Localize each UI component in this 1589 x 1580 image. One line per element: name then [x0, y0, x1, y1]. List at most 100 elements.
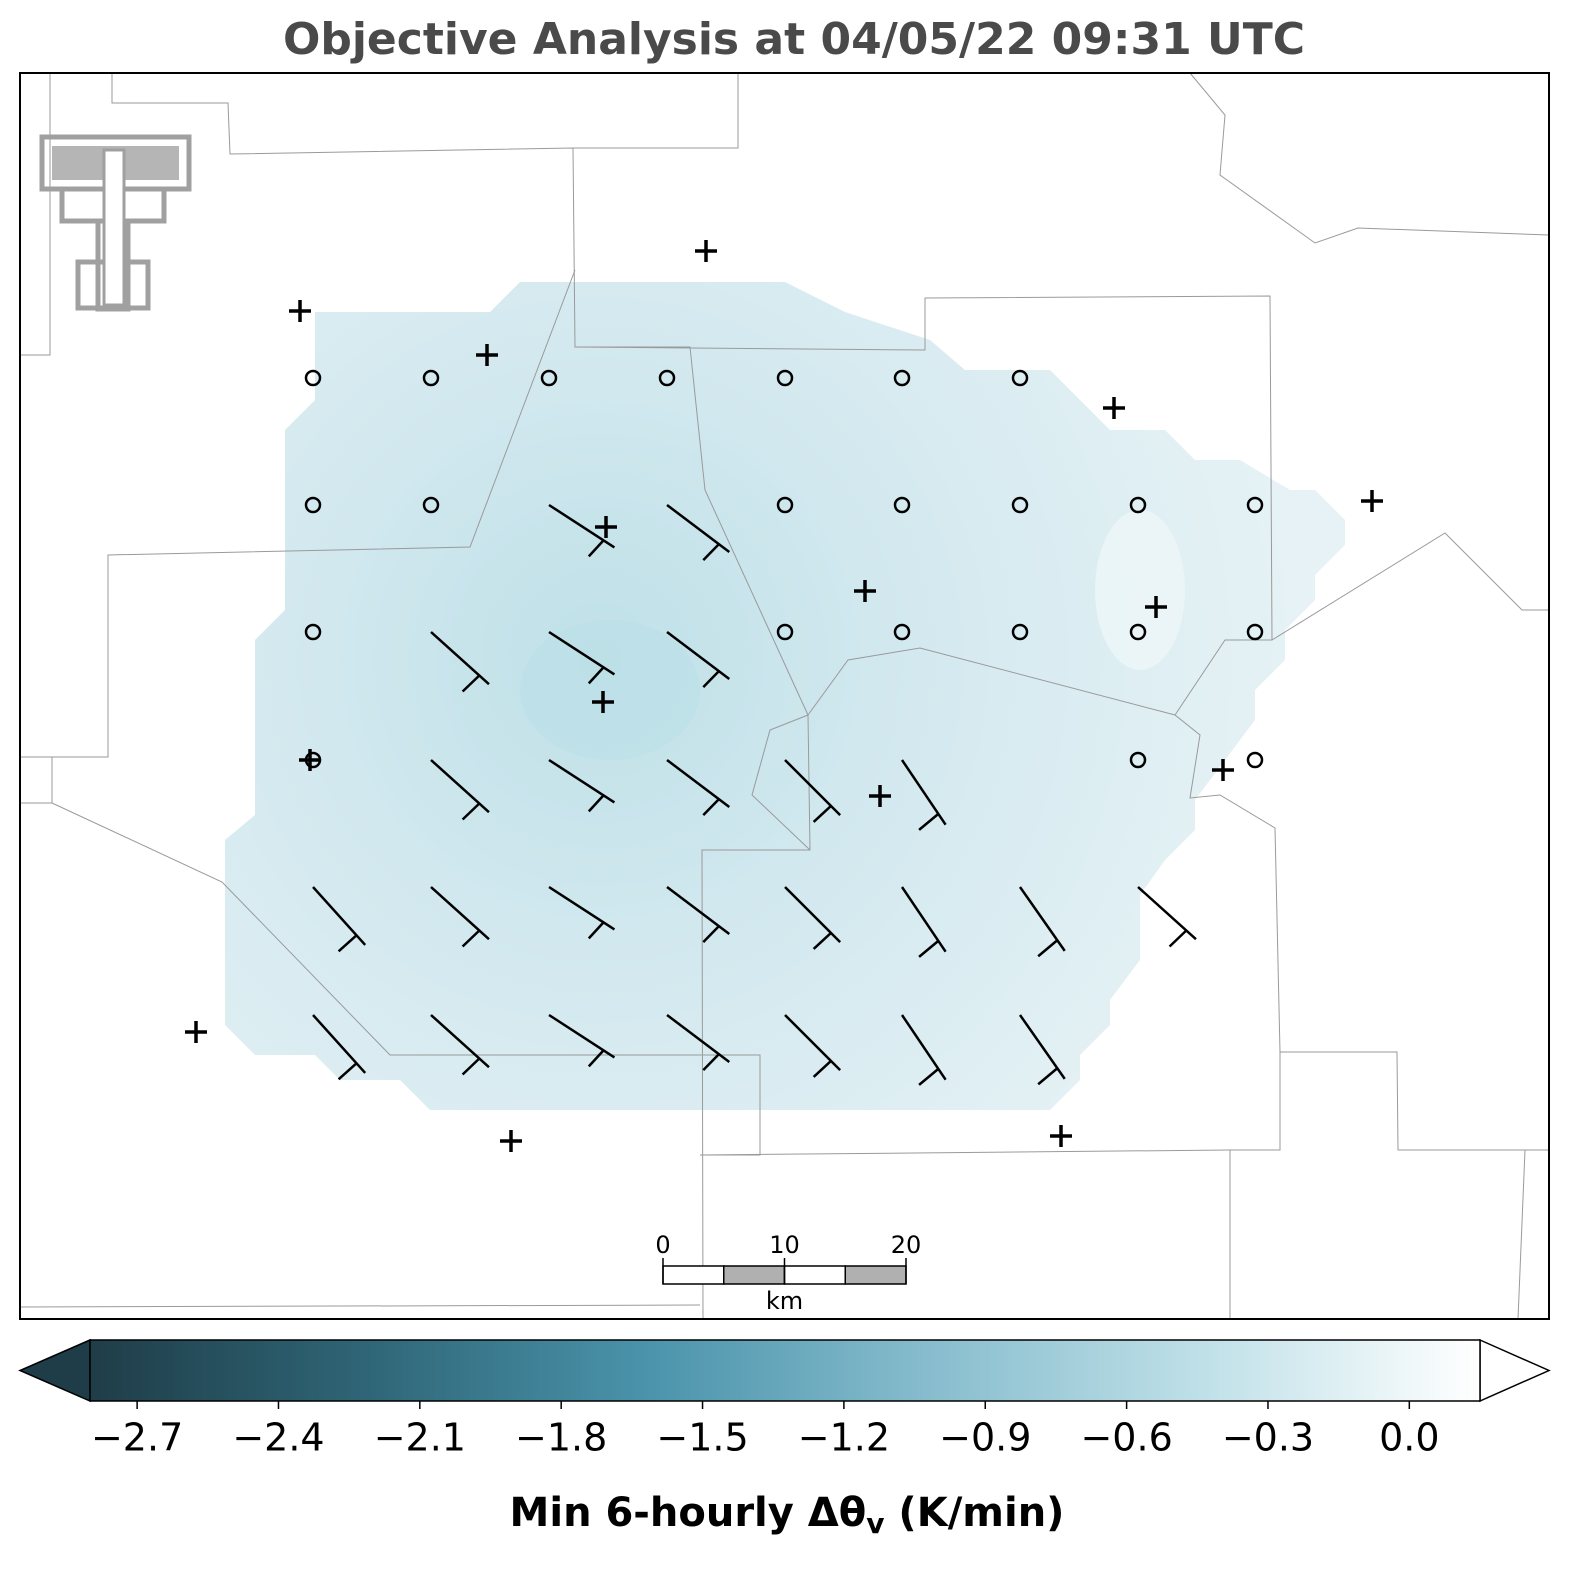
stations [185, 240, 1383, 1152]
logo [39, 134, 192, 312]
label-main: Min 6-hourly Δθ [510, 1490, 867, 1536]
map [19, 72, 1550, 1320]
station-missing [185, 1021, 207, 1043]
wind-barb [1137, 886, 1197, 941]
station-calm [1246, 496, 1264, 514]
colorbar: −2.7 −2.4 −2.1 −1.8 −1.5 −1.2 −0.9 −0.6 −0.3 0.0 [18, 1338, 1551, 1460]
station-calm [776, 623, 794, 641]
station-calm [1129, 751, 1147, 769]
station-missing [854, 580, 876, 602]
station-calm [893, 369, 911, 387]
barb-tick [1037, 939, 1059, 958]
barb-tick [918, 1067, 940, 1086]
barb-tick [461, 802, 481, 821]
barb-tick [587, 1049, 605, 1068]
station-missing [1103, 397, 1125, 419]
label-sub: v [866, 1507, 884, 1540]
station-missing [595, 516, 617, 538]
colorbar-tick-label: −0.9 [939, 1416, 1031, 1460]
station-calm [658, 369, 676, 387]
colorbar-tick-label: −2.1 [374, 1416, 466, 1460]
barb-tick [1037, 1067, 1059, 1086]
scale-tick-label: 10 [769, 1231, 800, 1259]
colorbar-extend-low [18, 1338, 91, 1403]
station-calm [1129, 623, 1147, 641]
barb-tick [812, 932, 832, 950]
scale-tick-label: 20 [891, 1231, 922, 1259]
station-calm [893, 623, 911, 641]
colorbar-label: Min 6-hourly Δθv (K/min) [510, 1490, 1065, 1540]
scale-bar: 0 10 20 km [655, 1231, 921, 1315]
colorbar-tick-label: −1.5 [656, 1416, 748, 1460]
wind-barb [430, 1014, 490, 1069]
barb-tick [918, 812, 940, 831]
station-calm [1246, 751, 1264, 769]
colorbar-body [89, 1339, 1481, 1402]
colorbar-extend-high [1479, 1338, 1551, 1403]
barb-tick [587, 539, 605, 558]
station-missing [869, 785, 891, 807]
title: Objective Analysis at 04/05/22 09:31 UTC [283, 14, 1305, 65]
station-missing [1212, 759, 1234, 781]
scale-segment [723, 1265, 786, 1285]
station-calm [1011, 496, 1029, 514]
map-frame [19, 72, 1550, 1320]
barb-tick [1168, 929, 1188, 948]
scale-segment [783, 1265, 846, 1285]
colorbar-tick-label: −2.4 [232, 1416, 324, 1460]
barb-tick [461, 929, 481, 948]
barb-tick [812, 805, 832, 823]
station-missing [695, 240, 717, 262]
county-lines [19, 72, 1550, 1320]
wind-barb [784, 759, 842, 817]
station-calm [422, 369, 440, 387]
analysis-field [225, 282, 1345, 1110]
station-calm [304, 369, 322, 387]
station-missing [289, 300, 311, 322]
field-high [1095, 510, 1185, 670]
barb-tick [587, 921, 605, 940]
wind-barb [784, 1014, 842, 1072]
station-calm [893, 496, 911, 514]
station-missing [1145, 596, 1167, 618]
station-calm [1246, 623, 1264, 641]
station-calm [304, 623, 322, 641]
scale-tick-label: 0 [655, 1231, 670, 1259]
colorbar-tick-label: −2.7 [91, 1416, 183, 1460]
station-calm [1129, 496, 1147, 514]
station-calm [776, 369, 794, 387]
station-calm [422, 496, 440, 514]
station-calm [1011, 369, 1029, 387]
station-calm [540, 369, 558, 387]
barb-tick [337, 1062, 358, 1081]
station-missing [299, 749, 321, 771]
station-calm [304, 496, 322, 514]
colorbar-tick-label: −1.2 [798, 1416, 890, 1460]
barb-tick [461, 674, 481, 693]
wind-barb [312, 886, 367, 946]
station-missing [592, 691, 614, 713]
station-missing [500, 1130, 522, 1152]
field-low [520, 620, 700, 760]
station-missing [1361, 490, 1383, 512]
barb-tick [702, 1053, 720, 1071]
wind-barb [784, 886, 842, 944]
colorbar-tick-label: 0.0 [1379, 1416, 1439, 1460]
station-calm [1011, 623, 1029, 641]
barb-tick [702, 798, 720, 816]
station-calm [776, 496, 794, 514]
barb-tick [587, 794, 605, 813]
colorbar-tick-label: −0.3 [1222, 1416, 1314, 1460]
barb-tick [702, 670, 720, 688]
scale-unit: km [766, 1287, 803, 1315]
station-missing [1050, 1125, 1072, 1147]
scale-segment [844, 1265, 907, 1285]
barb-tick [812, 1060, 832, 1078]
barb-tick [918, 939, 940, 958]
scale-segment [662, 1265, 725, 1285]
station-missing [476, 344, 498, 366]
barb-tick [337, 934, 358, 953]
barb-tick [461, 1057, 481, 1076]
barb-tick [702, 543, 720, 561]
